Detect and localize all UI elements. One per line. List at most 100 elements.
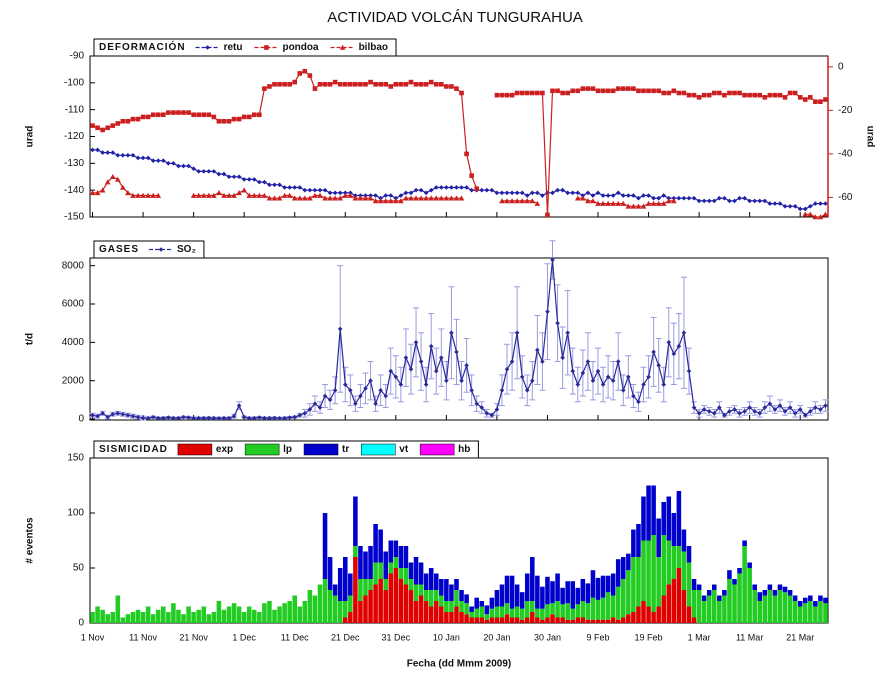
bar-segment bbox=[282, 603, 287, 623]
point bbox=[757, 410, 763, 416]
point bbox=[626, 86, 631, 91]
point bbox=[433, 368, 439, 374]
point bbox=[378, 387, 383, 393]
point bbox=[166, 110, 171, 115]
point bbox=[282, 185, 287, 190]
bar-segment bbox=[823, 603, 828, 623]
bar-segment bbox=[236, 606, 242, 623]
bar-segment bbox=[403, 546, 409, 568]
point bbox=[676, 195, 682, 201]
point bbox=[550, 88, 555, 94]
bar-segment bbox=[353, 557, 358, 623]
point bbox=[504, 92, 510, 98]
point bbox=[661, 382, 667, 387]
point bbox=[256, 192, 263, 198]
point bbox=[701, 407, 707, 412]
bar-segment bbox=[600, 575, 606, 598]
point bbox=[277, 182, 282, 188]
point bbox=[226, 415, 232, 421]
point bbox=[641, 382, 646, 387]
bar-segment bbox=[428, 590, 434, 607]
point bbox=[797, 407, 803, 412]
bar-segment bbox=[120, 617, 126, 623]
legend-label: bilbao bbox=[359, 42, 388, 53]
point bbox=[372, 198, 379, 204]
bar-segment bbox=[696, 590, 702, 623]
point bbox=[792, 410, 798, 416]
point bbox=[226, 192, 232, 198]
bar-segment bbox=[711, 590, 717, 623]
bar-segment bbox=[499, 617, 505, 623]
bar-segment bbox=[646, 485, 651, 541]
point bbox=[221, 415, 227, 421]
point bbox=[823, 201, 828, 206]
bar-segment bbox=[711, 584, 717, 590]
point bbox=[352, 195, 359, 201]
bar-segment bbox=[393, 557, 399, 568]
bar-segment bbox=[206, 614, 212, 623]
point bbox=[105, 150, 110, 155]
point bbox=[383, 393, 389, 399]
legend-box bbox=[93, 38, 397, 57]
bar-segment bbox=[105, 614, 110, 623]
point bbox=[595, 200, 601, 206]
bar-segment bbox=[545, 604, 550, 618]
bar-segment bbox=[186, 606, 191, 623]
point bbox=[104, 179, 111, 185]
point bbox=[191, 112, 196, 118]
point bbox=[605, 88, 611, 94]
bar-segment bbox=[802, 597, 808, 604]
bar-segment bbox=[666, 496, 672, 541]
point bbox=[641, 193, 646, 198]
point bbox=[737, 90, 742, 96]
bar-segment bbox=[307, 590, 313, 623]
bar-segment bbox=[706, 595, 712, 623]
point bbox=[262, 415, 267, 421]
point bbox=[757, 198, 763, 204]
bar-segment bbox=[767, 584, 773, 590]
point bbox=[646, 374, 651, 380]
point bbox=[241, 414, 247, 420]
bar-segment bbox=[423, 601, 429, 623]
bar-segment bbox=[459, 601, 464, 612]
point bbox=[464, 185, 469, 190]
bar-segment bbox=[610, 595, 616, 618]
point bbox=[302, 187, 308, 193]
point bbox=[666, 90, 672, 96]
point bbox=[150, 414, 156, 420]
point bbox=[196, 112, 201, 118]
bar-segment bbox=[459, 612, 464, 623]
point bbox=[681, 195, 687, 201]
bar-segment bbox=[90, 612, 95, 623]
point bbox=[550, 190, 555, 196]
point bbox=[292, 79, 298, 85]
bar-segment bbox=[140, 612, 146, 623]
point bbox=[732, 198, 737, 204]
point bbox=[125, 190, 131, 196]
bar-segment bbox=[342, 601, 348, 618]
bar-segment bbox=[691, 617, 697, 623]
bar-segment bbox=[747, 562, 752, 568]
point bbox=[186, 415, 191, 420]
bar-segment bbox=[216, 601, 222, 623]
point bbox=[655, 200, 662, 206]
bar-segment bbox=[449, 612, 454, 623]
bar-segment bbox=[368, 579, 373, 590]
point bbox=[610, 200, 616, 206]
x-tick-label: 1 Dec bbox=[232, 632, 256, 642]
point bbox=[762, 405, 768, 410]
point bbox=[535, 90, 540, 96]
bar-segment bbox=[615, 619, 621, 623]
bar-segment bbox=[621, 557, 626, 579]
bar-segment bbox=[413, 601, 419, 623]
point bbox=[393, 374, 399, 380]
point bbox=[711, 90, 717, 96]
legend-marker bbox=[264, 45, 269, 50]
point bbox=[524, 193, 530, 198]
point bbox=[317, 192, 323, 198]
bar-segment bbox=[555, 601, 560, 618]
point bbox=[312, 86, 318, 91]
point bbox=[257, 179, 262, 185]
bar-segment bbox=[524, 573, 530, 601]
bar-segment bbox=[535, 617, 540, 623]
